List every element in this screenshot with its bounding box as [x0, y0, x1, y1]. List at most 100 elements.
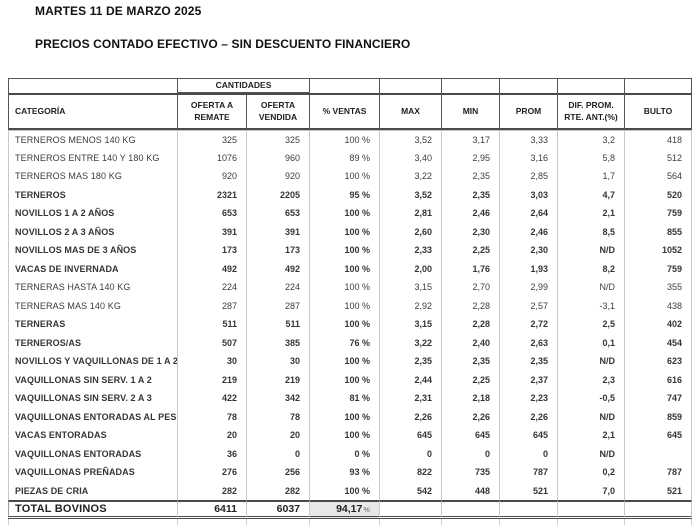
cell-categoria: VAQUILLONAS ENTORADAS AL PESO — [8, 407, 178, 426]
cell-max: 2,33 — [380, 241, 443, 260]
cell-max: 2,35 — [380, 352, 443, 371]
cell-max: 645 — [380, 426, 443, 445]
cell-dif: 7,0 — [558, 481, 626, 500]
table-body: TERNEROS MENOS 140 KG 325 325 100 % 3,52… — [8, 130, 693, 500]
cell-bulto: 402 — [625, 315, 693, 334]
col-header-max: MAX — [380, 93, 443, 130]
cell-categoria: TERNERAS — [8, 315, 178, 334]
table-row: TERNERAS MAS 140 KG 287 287 100 % 2,92 2… — [8, 296, 693, 315]
cell-oferta-vendida: 325 — [247, 130, 311, 149]
table-row: VAQUILLONAS PREÑADAS 276 256 93 % 822 73… — [8, 463, 693, 482]
cell-prom: 1,93 — [500, 259, 559, 278]
table-row: TERNEROS ENTRE 140 Y 180 KG 1076 960 89 … — [8, 148, 693, 167]
cell-prom: 2,72 — [500, 315, 559, 334]
group-cell-empty — [500, 78, 559, 93]
cell-oferta-remate: 507 — [178, 333, 247, 352]
cell-min: 2,35 — [442, 167, 501, 186]
total-ventas-value: 94,17 — [336, 503, 363, 515]
cell-bulto: 787 — [625, 463, 693, 482]
cell-min: 2,25 — [442, 241, 501, 260]
cell-categoria: TERNEROS MENOS 140 KG — [8, 130, 178, 149]
group-cell-empty — [310, 78, 381, 93]
total-min — [442, 500, 501, 519]
cell-max: 2,26 — [380, 407, 443, 426]
cell-oferta-remate: 511 — [178, 315, 247, 334]
cell-categoria: VACAS ENTORADAS — [8, 426, 178, 445]
cell-dif: 0,2 — [558, 463, 626, 482]
total-oferta-remate: 6411 — [178, 500, 247, 519]
cell-min: 2,30 — [442, 222, 501, 241]
table-row: VAQUILLONAS ENTORADAS AL PESO 78 78 100 … — [8, 407, 693, 426]
cell-oferta-vendida: 287 — [247, 296, 311, 315]
cell-oferta-remate: 920 — [178, 167, 247, 186]
col-header-bulto: BULTO — [625, 93, 693, 130]
cell-bulto: 454 — [625, 333, 693, 352]
cell-ventas: 100 % — [310, 370, 381, 389]
cell-oferta-remate: 224 — [178, 278, 247, 297]
cell-min: 3,17 — [442, 130, 501, 149]
cell-min: 2,35 — [442, 185, 501, 204]
cell-categoria: TERNERAS HASTA 140 KG — [8, 278, 178, 297]
cell-oferta-vendida: 960 — [247, 148, 311, 167]
cell-min: 1,76 — [442, 259, 501, 278]
cell-max: 3,22 — [380, 167, 443, 186]
cell-prom: 2,64 — [500, 204, 559, 223]
group-header-row: CANTIDADES — [8, 78, 693, 93]
cell-dif: 4,7 — [558, 185, 626, 204]
cell-oferta-vendida: 282 — [247, 481, 311, 500]
cell-oferta-remate: 276 — [178, 463, 247, 482]
cell-ventas: 93 % — [310, 463, 381, 482]
cell-max: 2,00 — [380, 259, 443, 278]
table-row: NOVILLOS Y VAQUILLONAS DE 1 A 2 30 30 10… — [8, 352, 693, 371]
cell-oferta-remate: 78 — [178, 407, 247, 426]
group-cell-empty — [442, 78, 501, 93]
column-header-row: CATEGORÍA OFERTA A REMATE OFERTA VENDIDA… — [8, 93, 693, 130]
cell-oferta-remate: 391 — [178, 222, 247, 241]
cell-dif: N/D — [558, 444, 626, 463]
total-label: TOTAL BOVINOS — [8, 500, 178, 519]
cell-bulto: 355 — [625, 278, 693, 297]
cell-oferta-vendida: 219 — [247, 370, 311, 389]
col-header-ventas: % VENTAS — [310, 93, 381, 130]
col-header-oferta-vendida: OFERTA VENDIDA — [247, 93, 311, 130]
total-max — [380, 500, 443, 519]
cell-bulto: 616 — [625, 370, 693, 389]
cell-max: 2,44 — [380, 370, 443, 389]
cell-min: 2,70 — [442, 278, 501, 297]
table-row: TERNERAS 511 511 100 % 3,15 2,28 2,72 2,… — [8, 315, 693, 334]
cell-ventas: 100 % — [310, 426, 381, 445]
table-footer: TOTAL BOVINOS 6411 6037 94,17% — [8, 500, 693, 525]
cell-min: 2,18 — [442, 389, 501, 408]
cell-oferta-remate: 219 — [178, 370, 247, 389]
cell-bulto: 520 — [625, 185, 693, 204]
cell-bulto: 747 — [625, 389, 693, 408]
group-cell-empty — [625, 78, 693, 93]
cell-bulto: 1052 — [625, 241, 693, 260]
cell-min: 2,35 — [442, 352, 501, 371]
total-bulto — [625, 500, 693, 519]
table-row: TERNEROS MENOS 140 KG 325 325 100 % 3,52… — [8, 130, 693, 149]
cell-bulto: 859 — [625, 407, 693, 426]
cell-dif: 1,7 — [558, 167, 626, 186]
cell-oferta-vendida: 391 — [247, 222, 311, 241]
table-row: TERNEROS/AS 507 385 76 % 3,22 2,40 2,63 … — [8, 333, 693, 352]
cell-bulto: 759 — [625, 259, 693, 278]
table-row: VACAS ENTORADAS 20 20 100 % 645 645 645 … — [8, 426, 693, 445]
cell-min: 2,95 — [442, 148, 501, 167]
cell-oferta-remate: 36 — [178, 444, 247, 463]
table-row: TERNEROS 2321 2205 95 % 3,52 2,35 3,03 4… — [8, 185, 693, 204]
cell-ventas: 81 % — [310, 389, 381, 408]
cell-categoria: VAQUILLONAS SIN SERV. 2 A 3 — [8, 389, 178, 408]
group-cell-empty — [380, 78, 443, 93]
cell-categoria: TERNEROS MAS 180 KG — [8, 167, 178, 186]
cell-bulto: 512 — [625, 148, 693, 167]
cell-ventas: 95 % — [310, 185, 381, 204]
cell-categoria: TERNEROS ENTRE 140 Y 180 KG — [8, 148, 178, 167]
cell-oferta-vendida: 511 — [247, 315, 311, 334]
cell-ventas: 100 % — [310, 296, 381, 315]
cell-categoria: NOVILLOS 2 A 3 AÑOS — [8, 222, 178, 241]
table-row: VAQUILLONAS SIN SERV. 2 A 3 422 342 81 %… — [8, 389, 693, 408]
cell-oferta-remate: 287 — [178, 296, 247, 315]
col-header-min: MIN — [442, 93, 501, 130]
